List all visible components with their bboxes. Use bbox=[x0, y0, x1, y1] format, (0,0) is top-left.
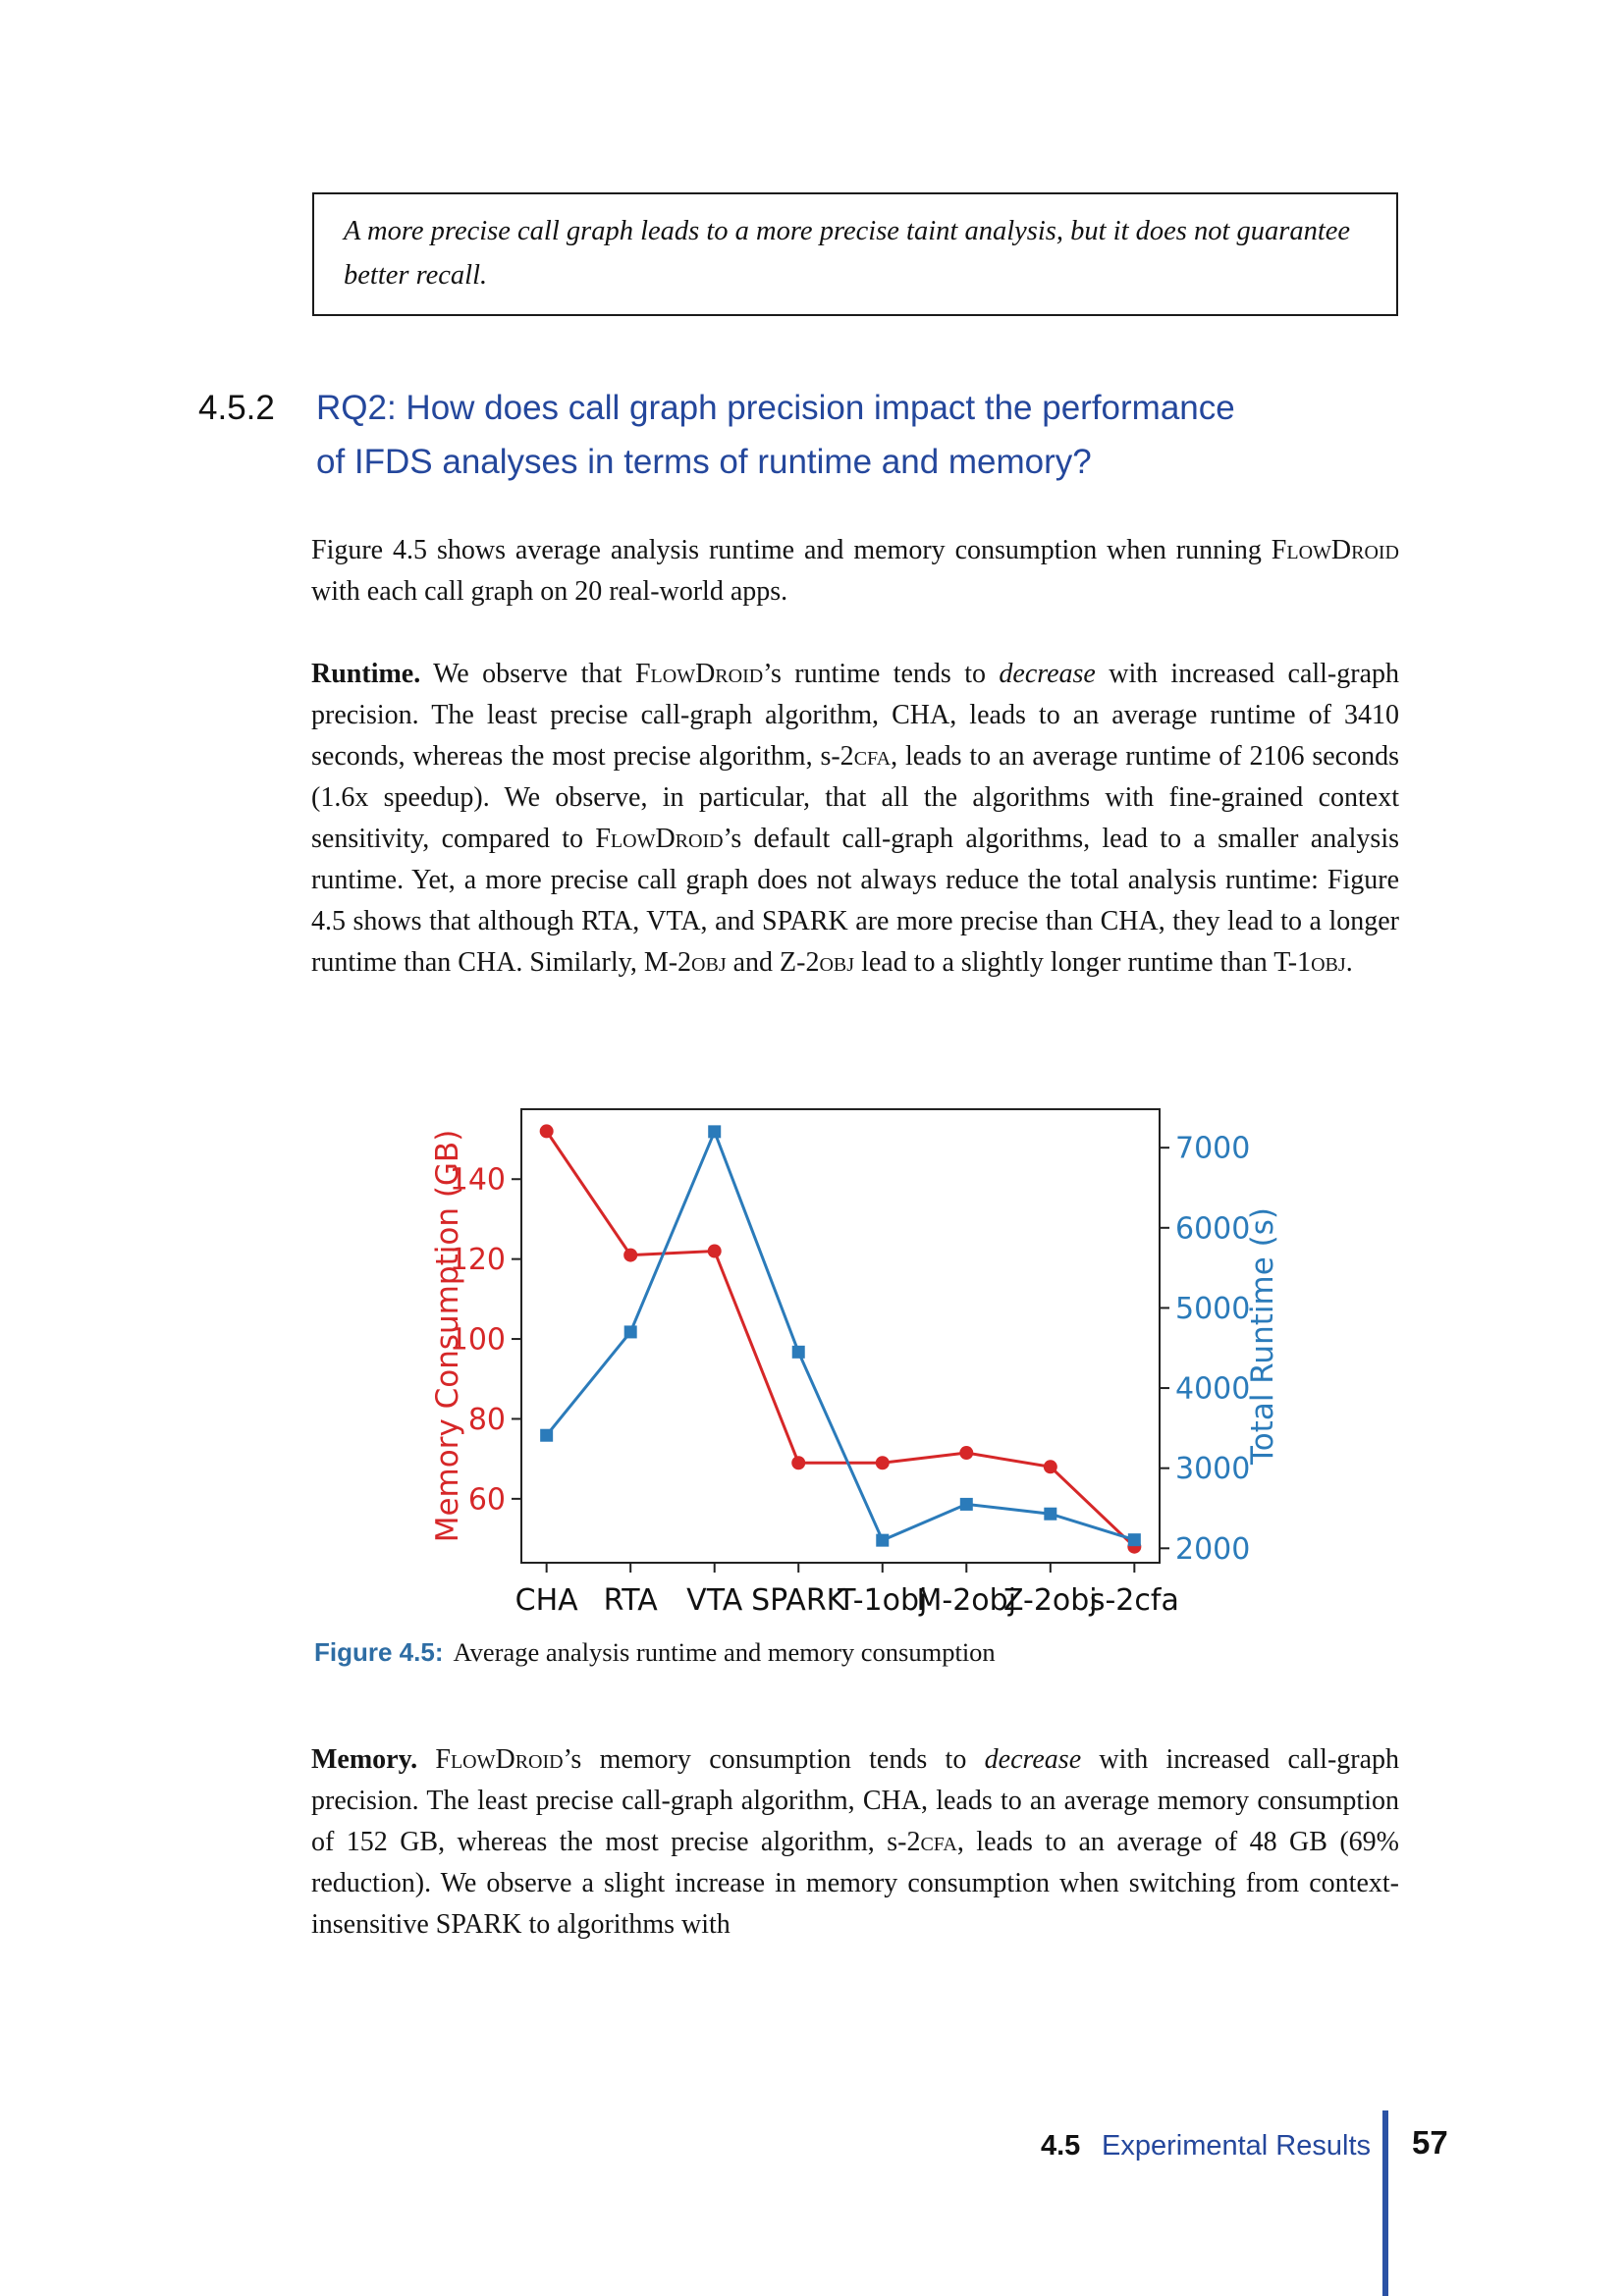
left-tick-label: 140 bbox=[450, 1163, 506, 1198]
text-segment: cfa bbox=[853, 741, 892, 772]
quote-box: A more precise call graph leads to a mor… bbox=[312, 192, 1398, 316]
quote-text: A more precise call graph leads to a mor… bbox=[344, 216, 1351, 291]
text-segment: with increased call-graph precision. The… bbox=[311, 1744, 1400, 1857]
text-segment: with increased call-graph precision. The… bbox=[311, 659, 1400, 772]
memory-line bbox=[545, 1130, 1136, 1548]
runtime-data-point bbox=[791, 1345, 805, 1359]
section-title-line-1: RQ2: How does call graph precision impac… bbox=[316, 389, 1235, 427]
text-segment: FlowDroid bbox=[595, 824, 724, 854]
x-tick-label: s-2cfa bbox=[1090, 1583, 1179, 1618]
text-segment: Memory. bbox=[311, 1744, 418, 1775]
left-tick-label: 80 bbox=[468, 1403, 506, 1437]
left-tick-label: 100 bbox=[450, 1323, 506, 1358]
text-segment: with each call graph on 20 real-world ap… bbox=[311, 576, 788, 607]
left-axis-title: Memory Consumption (GB) bbox=[432, 1130, 465, 1543]
x-tick-label: T-1obj bbox=[837, 1583, 927, 1618]
text-segment: lead to a slightly longer runtime than T… bbox=[854, 947, 1312, 978]
text-segment: Runtime. bbox=[311, 659, 421, 689]
text-segment: decrease bbox=[984, 1744, 1082, 1775]
runtime-data-point bbox=[1044, 1507, 1057, 1521]
text-segment: obj bbox=[691, 947, 727, 978]
memory-data-point bbox=[623, 1248, 638, 1262]
runtime-data-point bbox=[1127, 1533, 1141, 1547]
paragraph-intro: Figure 4.5 shows average analysis runtim… bbox=[311, 530, 1399, 613]
memory-data-point bbox=[1043, 1460, 1057, 1474]
x-tick-label: CHA bbox=[515, 1583, 579, 1618]
footer-section-title: Experimental Results bbox=[1102, 2130, 1371, 2162]
memory-data-point bbox=[875, 1456, 890, 1470]
runtime-data-point bbox=[540, 1428, 554, 1442]
x-tick-label: Z-2obj bbox=[1003, 1583, 1098, 1618]
footer-page-number: 57 bbox=[1412, 2124, 1448, 2161]
text-segment: FlowDroid bbox=[634, 659, 764, 689]
text-segment: ’s default call-graph algorithms, lead t… bbox=[311, 824, 1400, 978]
memory-data-point bbox=[707, 1244, 722, 1258]
plot-border bbox=[520, 1108, 1161, 1564]
text-segment: Figure 4.5 shows average analysis runtim… bbox=[311, 535, 1272, 565]
runtime-data-point bbox=[623, 1325, 637, 1339]
text-segment: . bbox=[1345, 947, 1353, 978]
text-segment: decrease bbox=[999, 659, 1096, 689]
memory-data-point bbox=[959, 1446, 974, 1461]
footer-rule bbox=[1382, 2110, 1388, 2296]
runtime-data-point bbox=[708, 1125, 722, 1139]
right-tick-label: 3000 bbox=[1175, 1452, 1250, 1486]
right-tick-label: 7000 bbox=[1175, 1132, 1250, 1166]
figure-caption-label: Figure 4.5: bbox=[314, 1637, 444, 1667]
memory-data-point bbox=[539, 1124, 554, 1139]
x-tick-label: VTA bbox=[686, 1583, 743, 1618]
text-segment: obj bbox=[1311, 947, 1346, 978]
left-tick-label: 60 bbox=[468, 1482, 506, 1517]
runtime-line bbox=[545, 1127, 1135, 1543]
text-segment: ’s runtime tends to bbox=[763, 659, 1000, 689]
text-segment: We observe that bbox=[420, 659, 635, 689]
runtime-memory-chart: 60 80 100 120 140 2000 3000 4000 5000 6000 7000 CHA… bbox=[430, 1108, 1280, 1618]
section-title: RQ2: How does call graph precision impac… bbox=[316, 381, 1235, 489]
text-segment: cfa bbox=[920, 1827, 957, 1857]
right-axis-title: Total Runtime (s) bbox=[1245, 1207, 1280, 1466]
right-tick-label: 5000 bbox=[1175, 1292, 1250, 1326]
section-number: 4.5.2 bbox=[198, 389, 275, 427]
section-heading: 4.5.2 RQ2: How does call graph precision… bbox=[198, 381, 1416, 489]
figure-4-5: 60 80 100 120 140 2000 3000 4000 5000 6000 7000 CHA… bbox=[430, 1085, 1296, 1620]
section-title-line-2: of IFDS analyses in terms of runtime and… bbox=[316, 443, 1092, 481]
text-segment: and Z-2 bbox=[726, 947, 820, 978]
text-segment: ’s memory consumption tends to bbox=[563, 1744, 985, 1775]
text-segment: FlowDroid bbox=[1271, 535, 1399, 565]
right-tick-label: 2000 bbox=[1175, 1532, 1250, 1567]
text-segment: FlowDroid bbox=[435, 1744, 564, 1775]
x-tick-label: RTA bbox=[604, 1583, 659, 1618]
left-tick-label: 120 bbox=[450, 1243, 506, 1277]
text-segment bbox=[417, 1744, 435, 1775]
paragraph-memory: Memory. FlowDroid’s memory consumption t… bbox=[311, 1739, 1399, 1946]
right-tick-label: 6000 bbox=[1175, 1211, 1250, 1246]
memory-data-point bbox=[791, 1456, 806, 1470]
runtime-data-point bbox=[959, 1497, 973, 1511]
paragraph-runtime: Runtime. We observe that FlowDroid’s run… bbox=[311, 654, 1399, 984]
x-tick-label: M-2obj bbox=[917, 1583, 1017, 1618]
figure-caption: Figure 4.5: Average analysis runtime and … bbox=[314, 1637, 996, 1668]
runtime-data-point bbox=[876, 1533, 890, 1547]
right-tick-label: 4000 bbox=[1175, 1372, 1250, 1407]
figure-caption-text: Average analysis runtime and memory cons… bbox=[453, 1637, 996, 1667]
text-segment: , leads to an average runtime of 2106 se… bbox=[311, 741, 1399, 854]
x-tick-label: SPARK bbox=[751, 1583, 847, 1618]
footer-section-number: 4.5 bbox=[1041, 2130, 1081, 2162]
text-segment: obj bbox=[819, 947, 855, 978]
text-segment: , leads to an average of 48 GB (69% redu… bbox=[311, 1827, 1399, 1940]
